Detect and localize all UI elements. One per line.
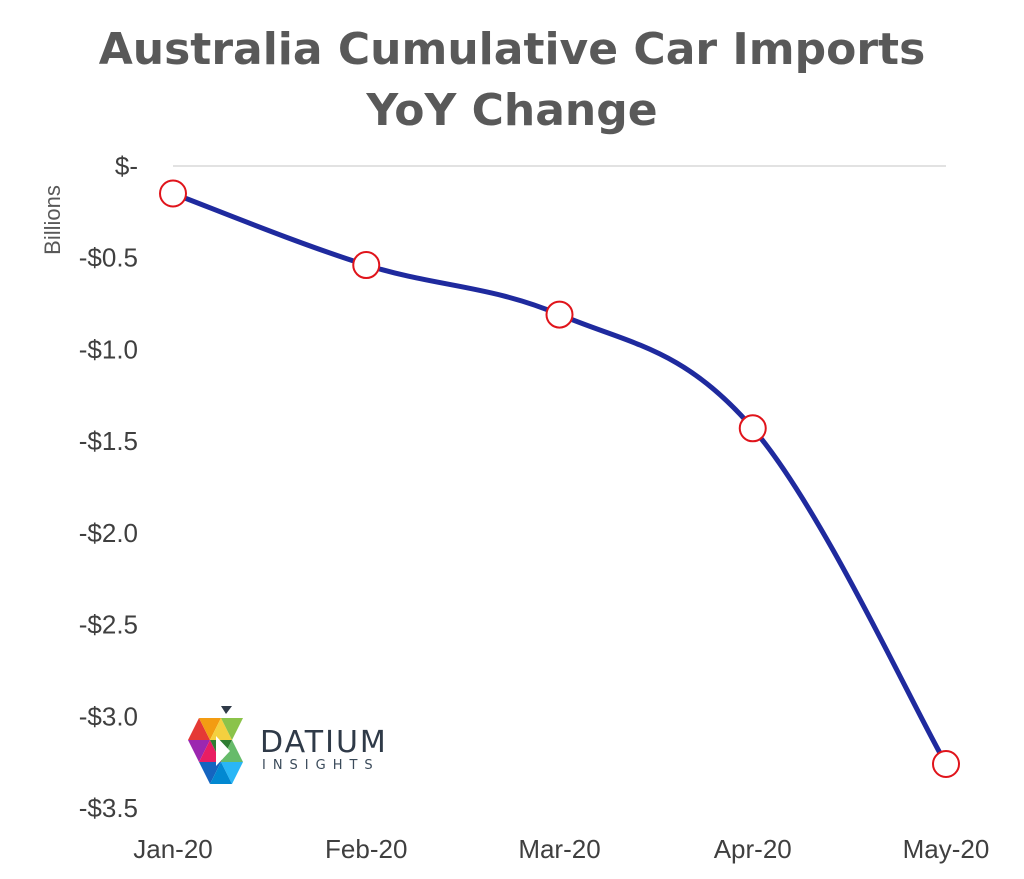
plot-layer xyxy=(159,179,960,778)
x-tick-label: May-20 xyxy=(903,834,990,864)
x-tick-label: Apr-20 xyxy=(714,834,792,864)
logo-tagline: INSIGHTS xyxy=(262,758,380,773)
axis-layer: $- -$0.5 -$1.0 -$1.5 -$2.0 -$2.5 -$3.0 -$3.5 Jan… xyxy=(79,151,990,864)
logo-hex-segment xyxy=(188,718,210,740)
logo-hex-segment xyxy=(221,718,243,740)
y-tick-label: -$3.5 xyxy=(79,793,138,823)
chart-title: Australia Cumulative Car Imports YoY Cha… xyxy=(99,24,926,136)
x-tick-label: Mar-20 xyxy=(518,834,600,864)
x-tick-label: Feb-20 xyxy=(325,834,407,864)
y-tick-label: -$2.0 xyxy=(79,518,138,548)
logo-name: DATIUM xyxy=(260,725,388,760)
y-tick-label: -$0.5 xyxy=(79,243,138,273)
datium-logo: DATIUM INSIGHTS xyxy=(188,706,388,784)
y-tick-label: -$2.5 xyxy=(79,610,138,640)
logo-hex-segment xyxy=(199,762,221,784)
data-point-marker xyxy=(352,251,381,280)
logo-d-shape xyxy=(216,736,230,766)
logo-hex-segment xyxy=(199,718,221,740)
data-point-marker xyxy=(738,414,767,443)
y-tick-label: $- xyxy=(115,151,138,181)
chart-title-line-1: Australia Cumulative Car Imports xyxy=(99,24,926,75)
logo-hex-segment xyxy=(221,740,243,762)
y-tick-label: -$1.0 xyxy=(79,334,138,364)
x-tick-label: Jan-20 xyxy=(133,834,213,864)
y-axis-title: Billions xyxy=(40,185,65,255)
data-point-marker xyxy=(932,749,960,778)
logo-hex-segment xyxy=(221,706,232,714)
logo-hex-segment xyxy=(221,762,243,784)
data-point-marker xyxy=(545,300,574,329)
logo-hex-segment xyxy=(199,740,221,762)
chart-title-line-2: YoY Change xyxy=(365,85,657,136)
logo-hex-segment xyxy=(210,718,232,740)
y-tick-label: -$3.0 xyxy=(79,701,138,731)
logo-hex-segment xyxy=(210,762,232,784)
series-line xyxy=(170,191,949,767)
y-tick-label: -$1.5 xyxy=(79,426,138,456)
data-point-marker xyxy=(159,179,187,208)
logo-hex-segment xyxy=(188,740,210,762)
